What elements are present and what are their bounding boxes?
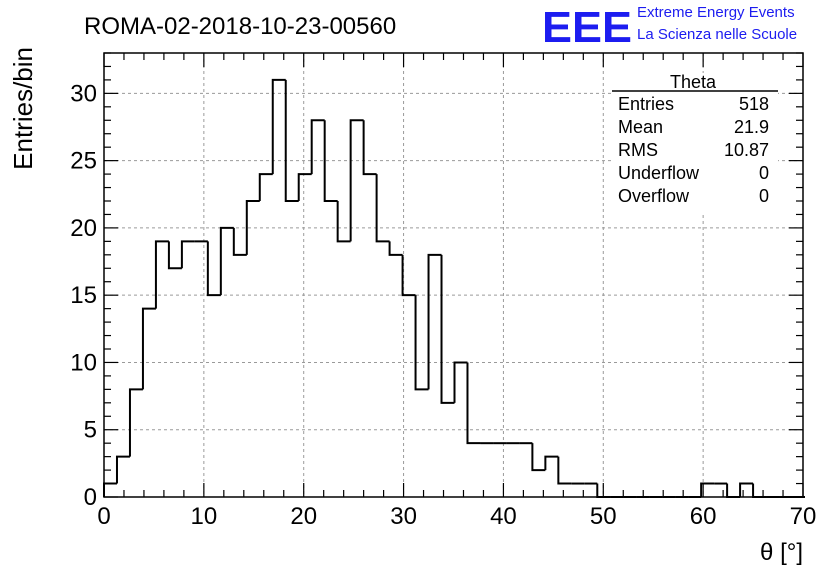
stats-overflow-label: Overflow — [618, 186, 690, 206]
histogram-bin — [453, 361, 468, 403]
stats-box: Theta Entries 518 Mean 21.9 RMS 10.87 Un… — [612, 72, 778, 213]
x-axis-label: θ [°] — [760, 539, 803, 566]
histogram-bin — [115, 455, 130, 484]
histogram-bin — [141, 307, 156, 390]
x-tick-label: 0 — [97, 503, 110, 530]
histogram-bin — [440, 254, 455, 404]
x-tick-label: 70 — [790, 503, 817, 530]
histogram-bin — [427, 253, 442, 390]
histogram-bin — [232, 227, 247, 256]
x-tick-label: 40 — [490, 503, 517, 530]
stats-entries-value: 518 — [739, 94, 769, 114]
y-tick-label: 10 — [70, 349, 97, 376]
y-tick-label: 0 — [84, 484, 97, 511]
eee-logo-letters: EEE — [542, 3, 632, 52]
x-tick-label: 60 — [690, 503, 717, 530]
histogram-bin — [466, 362, 481, 445]
histogram-bin — [375, 174, 390, 243]
histogram-layer — [103, 78, 805, 498]
histogram-bin — [401, 254, 416, 297]
histogram-bin — [557, 456, 572, 485]
histogram-bin — [414, 295, 429, 391]
histogram-bin — [206, 241, 221, 297]
stats-rms-value: 10.87 — [724, 140, 769, 160]
histogram-bin — [167, 241, 182, 270]
x-tick-label: 30 — [390, 503, 417, 530]
y-tick-label: 25 — [70, 148, 97, 175]
histogram-bin — [245, 200, 260, 255]
x-tick-label: 50 — [590, 503, 617, 530]
histogram-bin — [310, 119, 325, 175]
histogram-bin — [323, 120, 338, 202]
x-tick-label: 10 — [191, 503, 218, 530]
histogram-bin — [258, 173, 273, 201]
stats-mean-value: 21.9 — [734, 117, 769, 137]
stats-box-title: Theta — [670, 72, 717, 92]
histogram-bin — [388, 241, 403, 256]
stats-underflow-label: Underflow — [618, 163, 700, 183]
logo-caption-line2: La Scienza nelle Scuole — [637, 26, 797, 43]
histogram-bin — [336, 201, 351, 243]
histogram-bin — [739, 482, 754, 497]
plot-frame — [103, 52, 804, 498]
chart-title: ROMA-02-2018-10-23-00560 — [84, 13, 396, 40]
stats-entries-label: Entries — [618, 94, 674, 114]
stats-mean-label: Mean — [618, 117, 663, 137]
histogram-bin — [700, 482, 715, 497]
histogram-bin — [284, 79, 299, 202]
axis-ticks: 0 10 20 30 40 50 60 70 0 5 10 15 20 25 30 — [70, 52, 817, 530]
histogram-bin — [103, 482, 117, 497]
y-axis-label: Entries/bin — [8, 47, 38, 170]
histogram-bin — [752, 483, 767, 498]
stats-box-background — [612, 73, 778, 213]
histogram-bin — [128, 388, 143, 457]
stats-rms-label: RMS — [618, 140, 658, 160]
plot-frame-rect — [103, 52, 804, 498]
histogram-bin — [297, 173, 312, 201]
histogram-bin — [531, 443, 546, 472]
histogram-bin — [180, 240, 195, 269]
histogram-bin — [219, 226, 234, 296]
stats-overflow-value: 0 — [759, 186, 769, 206]
y-tick-label: 30 — [70, 80, 97, 107]
histogram-bin — [544, 455, 559, 471]
y-tick-label: 15 — [70, 282, 97, 309]
histogram-bin — [349, 119, 364, 242]
y-tick-label: 5 — [84, 417, 97, 444]
histogram-bin — [271, 78, 286, 175]
x-tick-label: 20 — [290, 503, 317, 530]
histogram-bin — [154, 240, 169, 309]
stats-underflow-value: 0 — [759, 163, 769, 183]
logo-caption-line1: Extreme Energy Events — [637, 4, 795, 21]
histogram-bin — [362, 120, 377, 176]
histogram-bin — [726, 483, 741, 498]
y-tick-label: 20 — [70, 215, 97, 242]
